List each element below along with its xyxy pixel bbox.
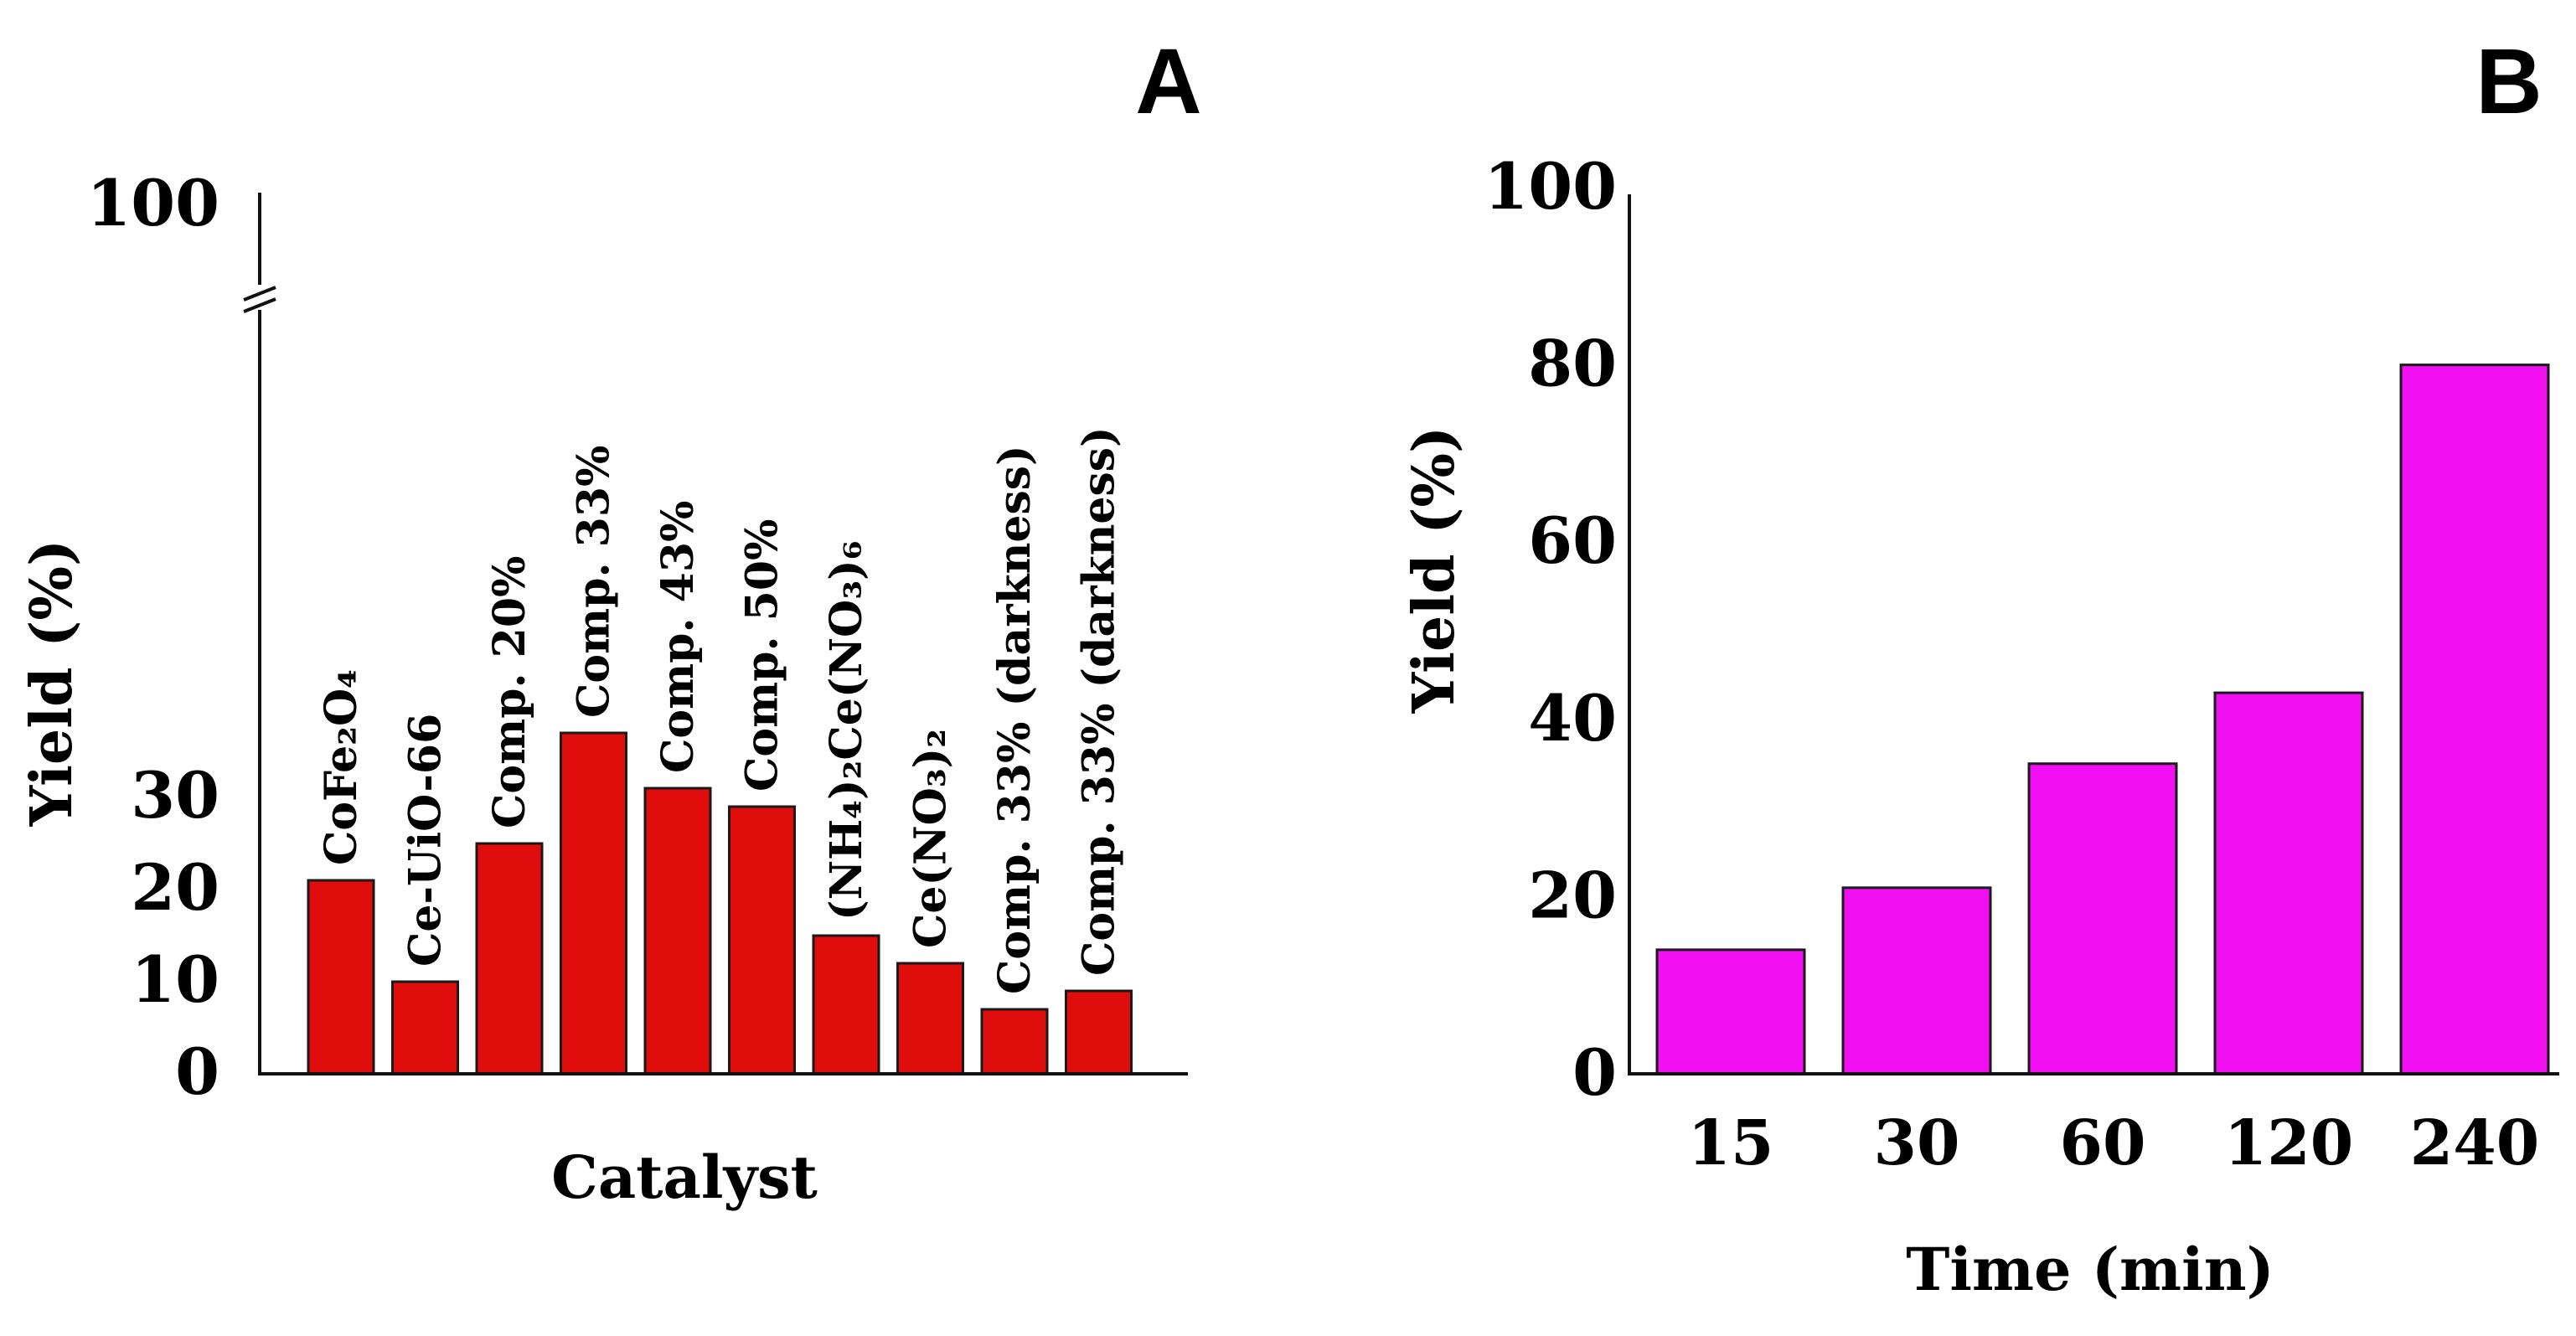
- panel-a-bar-labels: CoFe₂O₄ Ce-UiO-66 Comp. 20% Comp. 33% Comp. …: [316, 426, 1125, 994]
- panel-a-axis-break-mark: [243, 286, 276, 302]
- panel-a-bar: [643, 787, 712, 1076]
- panel-a-x-axis-title: Catalyst: [551, 1143, 818, 1212]
- panel-a-bar-label: Comp. 33% (darkness): [1074, 426, 1125, 976]
- panel-b-bars: [1655, 364, 2550, 1076]
- panel-a-bar: [475, 842, 544, 1076]
- panel-b-x-tick-label: 120: [2224, 1107, 2353, 1179]
- panel-a-y-tick-label: 100: [86, 166, 219, 240]
- panel-a-bar-label: Comp. 43%: [653, 501, 704, 773]
- panel-b-x-tick-label: 15: [1688, 1107, 1774, 1179]
- panel-a-bar-label: (NH₄)₂Ce(NO₃)₆: [821, 541, 872, 921]
- panel-a-bar-label: Ce(NO₃)₂: [906, 729, 957, 948]
- panel-b-x-tick-label: 30: [1874, 1107, 1960, 1179]
- panel-b-y-tick-label: 100: [1484, 149, 1617, 224]
- panel-b-bar: [1655, 948, 1806, 1076]
- panel-a-bar: [391, 980, 459, 1076]
- panel-a-bar-label: Ce-UiO-66: [400, 714, 452, 967]
- panel-a-bar: [980, 1008, 1049, 1076]
- panel-b-y-axis-title: Yield (%): [1401, 426, 1468, 714]
- panel-a-bar: [728, 805, 796, 1076]
- panel-a-bar: [560, 731, 627, 1076]
- panel-a-bar: [896, 962, 964, 1076]
- panel-b-x-ticks: 15 30 60 120 240: [1688, 1107, 2540, 1179]
- panel-b-x-tick-label: 60: [2060, 1107, 2146, 1179]
- panel-b-bar: [2399, 364, 2550, 1076]
- panel-b-bar: [2027, 762, 2178, 1076]
- panel-a-bar-label: Comp. 20%: [484, 556, 535, 828]
- panel-b-chart: B Yield (%) Time (min) 0 20 40 60 80 100 15 30…: [1401, 30, 2559, 1304]
- panel-b-bar: [1841, 886, 1992, 1076]
- panel-a-letter: A: [1135, 30, 1201, 133]
- panel-a-y-tick-label: 20: [131, 850, 219, 925]
- panel-b-y-tick-label: 60: [1528, 503, 1617, 578]
- panel-a-y-ticks: 0 10 20 30 100: [86, 166, 219, 1109]
- panel-a-bar-label: Comp. 33% (darkness): [989, 445, 1040, 994]
- panel-a-bar: [1065, 989, 1133, 1076]
- panel-b-y-tick-label: 40: [1528, 681, 1617, 756]
- panel-a-y-tick-label: 10: [131, 942, 219, 1017]
- panel-b-y-tick-label: 0: [1572, 1035, 1617, 1110]
- panel-a-bars: [307, 731, 1133, 1076]
- panel-b-y-tick-label: 80: [1528, 327, 1617, 401]
- panel-b-x-axis-title: Time (min): [1906, 1235, 2274, 1304]
- panel-b-letter: B: [2475, 30, 2542, 133]
- panel-a-bar: [307, 879, 375, 1076]
- panel-b-y-ticks: 0 20 40 60 80 100: [1484, 149, 1617, 1110]
- panel-b-bar: [2213, 691, 2364, 1076]
- panel-a-y-axis-title: Yield (%): [18, 539, 85, 827]
- panel-b-y-tick-label: 20: [1528, 858, 1617, 932]
- panel-a-y-tick-label: 0: [175, 1034, 219, 1109]
- panel-a-bar-label: CoFe₂O₄: [316, 669, 367, 865]
- panel-b-x-tick-label: 240: [2410, 1107, 2539, 1179]
- panel-a-y-tick-label: 30: [131, 758, 219, 833]
- panel-a-bar: [812, 934, 880, 1076]
- panel-a-bar-label: Comp. 50%: [737, 519, 788, 792]
- panel-a-axis-break-mark: [243, 297, 276, 313]
- panel-a-bar-label: Comp. 33%: [569, 446, 620, 718]
